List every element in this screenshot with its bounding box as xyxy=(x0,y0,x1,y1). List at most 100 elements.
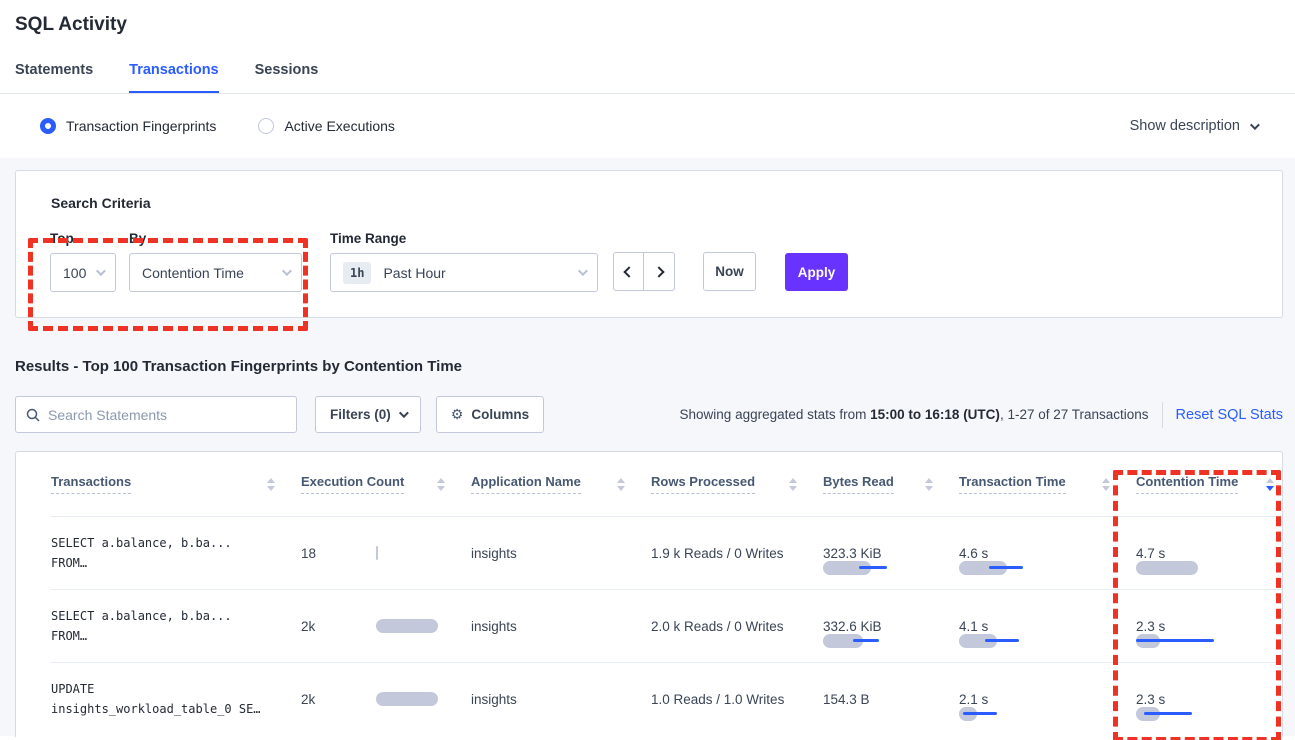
radio-label: Active Executions xyxy=(284,118,395,134)
by-select[interactable]: Contention Time xyxy=(129,253,302,292)
time-range-value: Past Hour xyxy=(383,264,446,281)
results-heading: Results - Top 100 Transaction Fingerprin… xyxy=(15,358,463,375)
stats-time-range: 15:00 to 16:18 (UTC) xyxy=(870,407,1000,422)
chevron-down-icon xyxy=(398,408,409,419)
chevron-left-icon xyxy=(622,265,635,278)
page-title: SQL Activity xyxy=(15,14,127,35)
chevron-down-icon xyxy=(1249,119,1260,130)
top-select[interactable]: 100 xyxy=(50,253,116,292)
header-execution-count[interactable]: Execution Count xyxy=(301,474,471,494)
tab-transactions[interactable]: Transactions xyxy=(129,62,219,93)
radio-transaction-fingerprints[interactable]: Transaction Fingerprints xyxy=(40,118,216,134)
search-criteria-card: Search Criteria Top 100 By Contention Ti… xyxy=(15,170,1283,318)
chevron-right-icon xyxy=(653,265,665,278)
header-label: Transactions xyxy=(51,474,132,494)
transaction-fingerprint[interactable]: SELECT a.balance, b.ba... FROM… xyxy=(51,609,232,643)
previous-time-button[interactable] xyxy=(614,253,644,290)
application-name-cell: insights xyxy=(471,618,517,634)
table-header-row: Transactions Execution Count Application… xyxy=(51,452,1282,516)
time-range-select[interactable]: 1h Past Hour xyxy=(330,253,598,292)
sort-icon-active-desc[interactable] xyxy=(1258,477,1274,491)
by-value: Contention Time xyxy=(142,264,244,281)
sort-icon[interactable] xyxy=(429,477,445,491)
sort-icon[interactable] xyxy=(917,477,933,491)
time-range-badge: 1h xyxy=(343,261,372,284)
header-label: Application Name xyxy=(471,474,581,494)
search-input[interactable] xyxy=(48,406,268,423)
header-application-name[interactable]: Application Name xyxy=(471,474,651,494)
rows-processed-cell: 2.0 k Reads / 0 Writes xyxy=(651,618,784,634)
header-label: Execution Count xyxy=(301,474,405,494)
transaction-fingerprint[interactable]: UPDATE insights_workload_table_0 SE… xyxy=(51,682,261,716)
header-label: Rows Processed xyxy=(651,474,756,494)
vertical-divider xyxy=(1161,401,1163,428)
header-contention-time[interactable]: Contention Time xyxy=(1136,474,1282,494)
filters-button[interactable]: Filters (0) xyxy=(315,396,421,433)
header-rows-processed[interactable]: Rows Processed xyxy=(651,474,823,494)
execution-count-bar xyxy=(376,692,456,706)
chevron-down-icon xyxy=(95,266,106,277)
top-value: 100 xyxy=(63,264,87,281)
table-row[interactable]: SELECT a.balance, b.ba... FROM… 2k insig… xyxy=(51,589,1282,662)
tab-bar: Statements Transactions Sessions xyxy=(0,62,1295,93)
transaction-time-cell: 4.6 s xyxy=(959,546,1136,575)
execution-count-cell: 2k xyxy=(301,619,471,634)
execution-count-bar xyxy=(376,619,456,633)
apply-button[interactable]: Apply xyxy=(785,253,848,291)
columns-button[interactable]: ⚙ Columns xyxy=(435,396,545,433)
time-range-field: Time Range 1h Past Hour xyxy=(330,231,598,292)
contention-time-cell: 2.3 s xyxy=(1136,619,1282,648)
transaction-time-cell: 2.1 s xyxy=(959,692,1136,721)
radio-selected-icon[interactable] xyxy=(40,118,56,134)
search-statements-box[interactable] xyxy=(15,396,297,433)
content-area: Transaction Fingerprints Active Executio… xyxy=(0,94,1295,737)
next-time-button[interactable] xyxy=(644,253,674,290)
search-icon xyxy=(26,408,40,422)
table-row[interactable]: SELECT a.balance, b.ba... FROM… 18 insig… xyxy=(51,516,1282,589)
columns-label: Columns xyxy=(471,407,530,422)
header-label: Contention Time xyxy=(1136,474,1239,494)
tab-sessions[interactable]: Sessions xyxy=(254,62,319,78)
header-bytes-read[interactable]: Bytes Read xyxy=(823,474,959,494)
radio-label: Transaction Fingerprints xyxy=(66,118,217,134)
chevron-down-icon xyxy=(577,266,588,277)
time-range-step-buttons xyxy=(613,252,675,291)
header-transaction-time[interactable]: Transaction Time xyxy=(959,474,1136,494)
rows-processed-cell: 1.0 Reads / 1.0 Writes xyxy=(651,691,785,707)
radio-unselected-icon[interactable] xyxy=(258,118,275,134)
sort-icon[interactable] xyxy=(781,477,797,491)
transactions-table: Transactions Execution Count Application… xyxy=(15,451,1283,737)
search-criteria-heading: Search Criteria xyxy=(51,195,151,211)
sort-icon[interactable] xyxy=(1094,477,1110,491)
sort-icon[interactable] xyxy=(259,477,275,491)
sort-icon[interactable] xyxy=(609,477,625,491)
application-name-cell: insights xyxy=(471,691,517,707)
application-name-cell: insights xyxy=(471,545,517,561)
execution-count-bar xyxy=(376,546,456,560)
contention-time-cell: 2.3 s xyxy=(1136,692,1282,721)
contention-time-cell: 4.7 s xyxy=(1136,546,1282,575)
bytes-read-cell: 332.6 KiB xyxy=(823,619,959,648)
show-description-label: Show description xyxy=(1129,118,1240,134)
view-toggle-bar: Transaction Fingerprints Active Executio… xyxy=(0,94,1295,158)
header-transactions[interactable]: Transactions xyxy=(51,474,301,494)
transaction-fingerprint[interactable]: SELECT a.balance, b.ba... FROM… xyxy=(51,536,232,570)
reset-sql-stats-link[interactable]: Reset SQL Stats xyxy=(1175,406,1283,423)
execution-count-cell: 2k xyxy=(301,692,471,707)
header-label: Transaction Time xyxy=(959,474,1066,494)
results-controls-row: Filters (0) ⚙ Columns Showing aggregated… xyxy=(15,396,1283,433)
filters-label: Filters (0) xyxy=(330,407,391,422)
transaction-time-cell: 4.1 s xyxy=(959,619,1136,648)
stats-suffix: , 1-27 of 27 Transactions xyxy=(999,407,1149,422)
tab-statements[interactable]: Statements xyxy=(15,62,94,78)
table-row[interactable]: UPDATE insights_workload_table_0 SE… 2k … xyxy=(51,662,1282,735)
execution-count-cell: 18 xyxy=(301,546,471,561)
by-label: By xyxy=(129,231,147,246)
now-button[interactable]: Now xyxy=(703,252,756,291)
page-header: SQL Activity Statements Transactions Ses… xyxy=(0,14,1295,94)
stats-prefix: Showing aggregated stats from xyxy=(679,407,871,422)
chevron-down-icon xyxy=(281,266,292,277)
table-body: SELECT a.balance, b.ba... FROM… 18 insig… xyxy=(51,516,1282,735)
show-description-toggle[interactable]: Show description xyxy=(1129,118,1260,134)
radio-active-executions[interactable]: Active Executions xyxy=(258,118,395,134)
